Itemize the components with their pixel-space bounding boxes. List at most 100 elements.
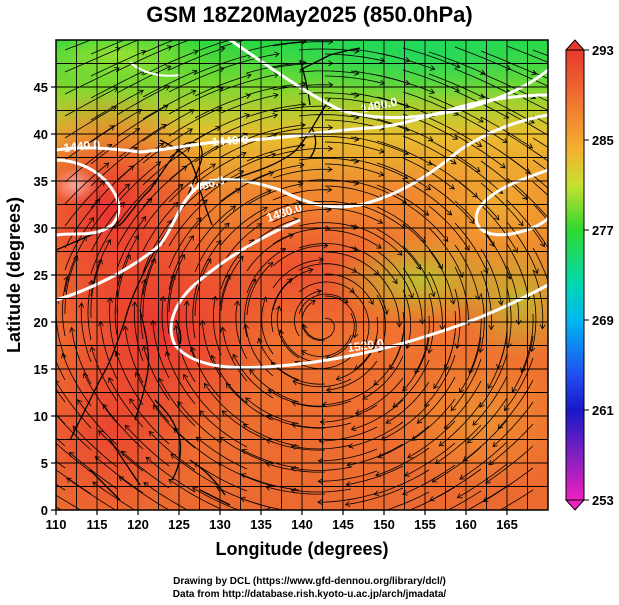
y-tick-label: 0: [41, 503, 48, 518]
y-tick-label: 40: [34, 127, 48, 142]
streamline-arrowhead: [456, 493, 463, 499]
streamline: [64, 106, 117, 139]
credit-line-1: Drawing by DCL (https://www.gfd-dennou.o…: [173, 576, 446, 587]
streamline-arrowhead: [150, 257, 156, 264]
streamline: [376, 294, 386, 353]
streamline-arrowhead: [512, 247, 518, 254]
streamline-arrowhead: [327, 124, 334, 131]
streamline: [66, 477, 117, 510]
colorbar-max-arrow: [564, 39, 586, 51]
streamline: [324, 141, 385, 153]
streamline: [196, 436, 248, 470]
streamline-arrowhead: [188, 235, 194, 241]
streamline-arrowhead: [493, 214, 500, 221]
streamline: [429, 468, 482, 501]
x-tick-label: 120: [127, 517, 149, 532]
streamline: [318, 470, 378, 482]
streamline: [428, 227, 463, 278]
map-title: GSM 18Z20May2025 (850.0hPa): [146, 2, 473, 27]
y-tick-label: 30: [34, 221, 48, 236]
credit-line-2: Data from http://database.rish.kyoto-u.a…: [172, 589, 447, 600]
colorbar-tick-label: 261: [592, 403, 614, 418]
streamline-arrowhead: [261, 296, 268, 302]
x-tick-label: 140: [291, 517, 313, 532]
streamline-arrowhead: [247, 33, 252, 38]
streamline: [291, 511, 351, 514]
x-tick-label: 155: [414, 517, 436, 532]
streamline-arrowhead: [392, 402, 399, 408]
streamline-arrowhead: [452, 134, 459, 140]
streamline-arrowhead: [550, 300, 555, 305]
streamline: [90, 259, 102, 319]
streamline-arrowhead: [170, 453, 176, 459]
streamline: [298, 114, 359, 119]
streamline-arrowhead: [468, 368, 474, 375]
streamline-arrowhead: [489, 241, 495, 247]
streamline: [168, 40, 191, 49]
streamline: [454, 244, 480, 300]
streamline: [90, 90, 144, 121]
streamline: [194, 170, 244, 207]
streamline: [266, 439, 326, 451]
streamline-arrowhead: [181, 165, 188, 171]
streamline: [532, 93, 548, 102]
streamline: [402, 337, 430, 392]
streamline: [64, 144, 113, 183]
streamline: [298, 135, 359, 141]
streamline: [83, 373, 118, 424]
streamline-arrowhead: [241, 449, 248, 455]
streamline-arrowhead: [118, 476, 125, 482]
streamline: [318, 448, 378, 462]
streamline-arrowhead: [78, 302, 85, 308]
streamline-arrowhead: [199, 319, 206, 326]
streamline-arrowhead: [232, 353, 238, 360]
streamline-arrowhead: [425, 184, 432, 191]
streamline-arrowhead: [66, 477, 72, 483]
streamline-arrowhead: [325, 386, 332, 393]
streamline: [100, 321, 118, 380]
x-tick-label: 110: [46, 517, 67, 532]
temperature-field: [56, 40, 548, 510]
streamline-arrowhead: [135, 371, 141, 378]
streamline: [276, 306, 300, 359]
streamline: [324, 75, 385, 84]
streamline-arrowhead: [275, 31, 280, 36]
streamline-arrowhead: [164, 85, 171, 91]
streamline: [115, 351, 144, 406]
streamline: [376, 206, 426, 243]
streamline-arrowhead: [119, 201, 125, 208]
streamline: [454, 134, 506, 169]
streamline-arrowhead: [515, 319, 522, 326]
streamline-arrowhead: [168, 25, 173, 30]
streamline-arrowhead: [434, 458, 441, 465]
streamline-arrowhead: [88, 216, 95, 223]
streamline: [324, 207, 383, 224]
streamline: [168, 87, 224, 115]
y-axis: 0 5 10 15 20 25 30 35 40 45: [34, 80, 56, 518]
streamline-arrowhead: [116, 27, 121, 32]
streamline: [272, 269, 313, 311]
streamline: [350, 136, 409, 155]
streamline: [298, 157, 359, 163]
streamline: [168, 145, 219, 181]
streamline: [220, 134, 277, 158]
streamline: [64, 67, 120, 95]
streamline: [433, 332, 456, 389]
streamline: [468, 314, 482, 374]
streamline: [532, 49, 548, 57]
streamline-arrowhead: [290, 422, 297, 428]
streamline-arrowhead: [240, 473, 247, 479]
streamline-arrowhead: [379, 57, 386, 64]
streamline: [454, 46, 511, 70]
streamline-arrowhead: [92, 481, 98, 487]
streamline: [402, 267, 423, 324]
streamline: [472, 375, 508, 426]
streamline-arrowhead: [557, 88, 562, 93]
streamline: [168, 107, 222, 137]
streamline-arrowhead: [376, 243, 382, 249]
streamline-arrowhead: [354, 409, 361, 415]
streamline: [220, 207, 268, 246]
streamline: [532, 225, 548, 249]
y-tick-label: 10: [34, 409, 48, 424]
streamline-arrowhead: [121, 450, 127, 457]
